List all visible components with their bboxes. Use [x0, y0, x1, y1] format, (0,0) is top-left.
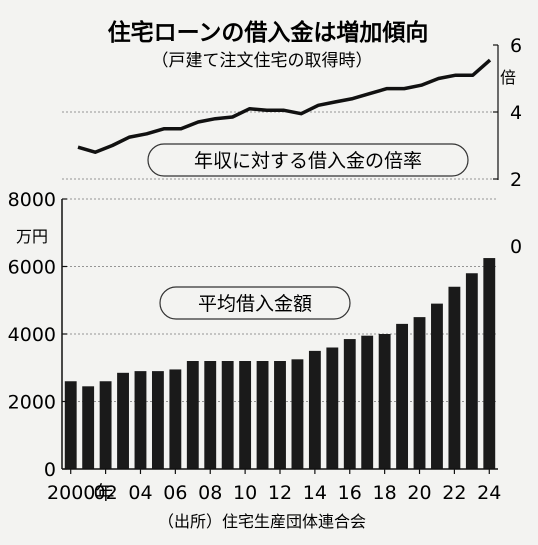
loan-bars [64, 258, 496, 469]
line-y-tick-label-0: 0 [510, 236, 522, 258]
bar-2003 [117, 372, 129, 469]
line-y-tick-label-2: 2 [510, 169, 522, 191]
bar-2011 [256, 361, 269, 469]
x-tick-label-10: 10 [233, 482, 257, 504]
bar-2021 [431, 303, 443, 469]
bar-2015 [326, 347, 339, 469]
bar-2002 [99, 381, 112, 469]
bar-2017 [361, 335, 374, 469]
ratio-unit-label: 倍 [500, 68, 516, 87]
bar-2004 [134, 371, 147, 469]
bar-2024 [483, 258, 496, 469]
x-tick-label-20: 20 [407, 482, 431, 504]
bar-y-tick-label-6000: 6000 [8, 257, 56, 279]
bar-2014 [308, 350, 321, 469]
x-tick-label-06: 06 [163, 482, 187, 504]
line-y-axis: 0 2 4 6 [493, 35, 522, 258]
amount-label-box [159, 286, 351, 320]
x-tick-label-22: 22 [442, 482, 466, 504]
ratio-series-label: 年収に対する借入金の倍率 [194, 150, 422, 172]
ratio-line [77, 58, 492, 154]
bar-2009 [221, 361, 234, 469]
amount-unit-label: 万円 [16, 227, 48, 246]
chart-title: 住宅ローンの借入金は増加傾向 [108, 19, 429, 46]
line-y-tick-label-4: 4 [510, 102, 522, 124]
bar-2008 [204, 361, 217, 469]
bar-2016 [343, 339, 356, 469]
x-tick-label-16: 16 [338, 482, 362, 504]
bar-y-tick-label-8000: 8000 [8, 189, 56, 211]
bar-2022 [448, 286, 461, 469]
amount-series-label: 平均借入金額 [198, 293, 312, 315]
ratio-label-box [147, 143, 469, 177]
x-tick-label-2000年: 2000年 [47, 482, 114, 504]
line-y-tick-label-6: 6 [510, 35, 522, 57]
bar-2001 [82, 386, 95, 469]
bar-2006 [169, 369, 182, 469]
chart-subtitle: （戸建て注文住宅の取得時） [152, 51, 373, 71]
bar-2012 [274, 361, 286, 469]
bar-2010 [239, 361, 252, 469]
x-tick-label-02: 02 [94, 482, 118, 504]
ratio-points [77, 59, 491, 153]
bar-2019 [396, 323, 409, 469]
bar-2013 [291, 359, 304, 469]
bar-2023 [465, 273, 478, 469]
bar-y-tick-label-0: 0 [44, 459, 56, 481]
x-tick-label-12: 12 [268, 482, 292, 504]
bar-2005 [151, 371, 164, 469]
x-tick-label-04: 04 [128, 482, 152, 504]
bar-2018 [378, 334, 391, 469]
source-note: （出所）住宅生産団体連合会 [158, 512, 366, 531]
bar-y-tick-label-2000: 2000 [8, 392, 56, 414]
bar-y-tick-label-4000: 4000 [8, 324, 56, 346]
bar-2000 [64, 381, 77, 469]
x-tick-label-08: 08 [198, 482, 222, 504]
bar-2007 [186, 361, 199, 469]
bar-y-axis: 0 2000 4000 6000 8000 [8, 189, 67, 481]
x-tick-label-18: 18 [373, 482, 397, 504]
bar-2020 [413, 317, 426, 469]
x-tick-label-24: 24 [477, 482, 501, 504]
x-tick-label-14: 14 [303, 482, 327, 504]
